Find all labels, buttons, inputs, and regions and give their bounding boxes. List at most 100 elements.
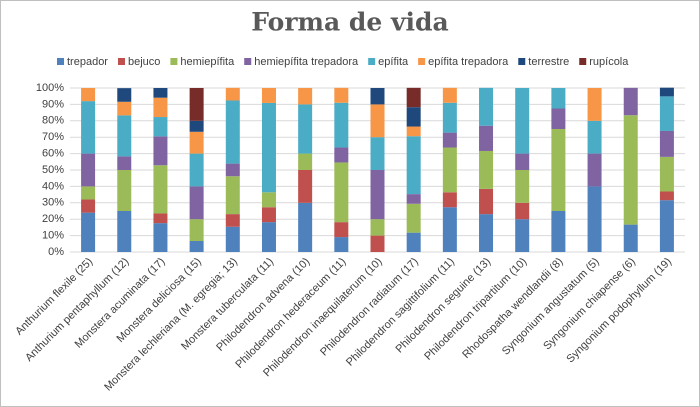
bar-segment [298,88,313,105]
bar-segment [81,212,96,252]
bar-segment [117,88,132,102]
bar-segment [442,147,457,193]
bar-segment [479,150,494,189]
bar-segment [81,199,96,213]
bar-segment [442,87,457,103]
legend-swatch [170,58,178,65]
bar-segment [479,125,494,151]
bar-segment [659,130,674,157]
bar-segment [261,207,276,223]
bar-segment [659,87,674,97]
bar-segment [298,153,313,170]
bar-segment [298,104,313,154]
bar-segment [370,235,385,252]
bar-segment [153,165,168,214]
bar-segment [81,153,96,187]
bar-segment [189,219,204,242]
bar-segment [515,88,530,154]
bar-segment [406,87,421,108]
bar-segment [551,108,566,129]
bar-segment [225,87,240,101]
y-tick-label: 100% [36,82,64,94]
bar-segment [587,88,602,121]
bar-segment [551,211,566,252]
bar-segment [298,170,313,203]
legend-label: trepador [67,56,108,68]
bar-segment [406,136,421,195]
bar-segment [406,194,421,204]
bar-segment [153,223,168,252]
bar-segment [406,203,421,233]
legend-label: hemiepífita [180,56,235,68]
bar-segment [189,186,204,220]
y-tick-label: 90% [42,98,64,110]
bar-segment [81,101,96,154]
bar-segment [587,186,602,252]
bar-segment [189,88,204,121]
bar-segment [515,219,530,252]
bar-segment [153,213,168,224]
bar-segment [298,202,313,252]
legend-label: rupícola [589,56,629,68]
bar-segment [551,88,566,109]
legend-swatch [579,58,587,65]
bar-segment [442,102,457,133]
bar-segment [261,88,276,103]
bar-segment [117,115,132,157]
bar-segment [81,88,96,102]
bar-segment [117,170,132,211]
bar-segment [334,222,349,238]
bar-segment [442,192,457,208]
bar-segment [551,129,566,211]
bar-segment [479,87,494,126]
y-tick-label: 10% [42,230,64,242]
bar-segment [153,117,168,137]
chart-title: Forma de vida [251,8,448,37]
bar-segment [117,156,132,170]
legend-label: epífita trepadora [428,56,509,68]
bar-segment [225,214,240,227]
legend-swatch [244,58,252,65]
bar-segment [334,237,349,252]
bar-segment [117,101,132,116]
bar-segment [406,107,421,127]
bar-segment [515,170,530,203]
bar-segment [261,222,276,252]
legend-label: terrestre [528,56,569,68]
bar-segment [189,131,204,154]
legend-label: epífita [378,56,409,68]
bar-segment [153,97,168,118]
y-tick-label: 30% [42,197,64,209]
bar-segment [225,100,240,164]
bar-segment [406,126,421,137]
bar-segment [225,163,240,177]
y-tick-label: 70% [42,131,64,143]
legend-swatch [518,58,526,65]
y-tick-label: 80% [42,115,64,127]
bar-segment [659,156,674,192]
bar-segment [587,153,602,187]
y-tick-label: 50% [42,164,64,176]
y-tick-label: 0% [48,246,64,258]
bar-segment [153,88,168,98]
bar-segment [370,219,385,236]
bar-segment [81,186,96,200]
bar-segment [442,207,457,252]
y-tick-label: 60% [42,148,64,160]
bar-segment [587,120,602,154]
bar-segment [117,211,132,252]
bar-segment [370,88,385,105]
bar-segment [225,176,240,215]
bar-segment [623,87,638,116]
bar-segment [659,191,674,201]
bar-segment [334,102,349,148]
bar-segment [442,132,457,148]
bar-segment [334,87,349,103]
bar-segment [406,232,421,252]
bar-segment [153,136,168,166]
bar-segment [659,200,674,252]
bar-segment [334,162,349,223]
legend-label: hemiepífita trepadora [254,56,359,68]
